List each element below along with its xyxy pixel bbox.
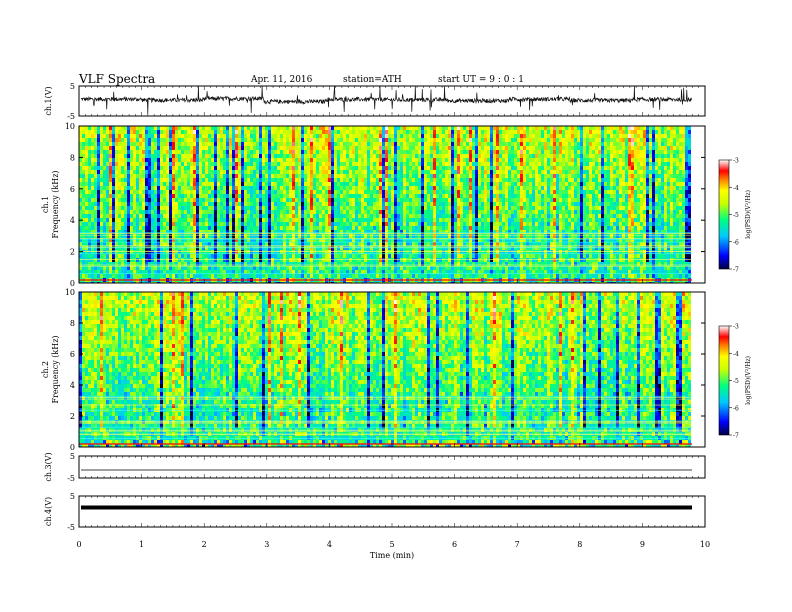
station-label: station=ATH [343,75,402,85]
colorbar-tick-label: -3 [733,158,739,165]
y-tick-label: 2 [70,412,75,421]
y-axis-label: ch.2 [41,361,50,378]
y-tick-label: -5 [67,112,75,121]
y-tick-label: 4 [70,216,75,225]
x-tick-label: 8 [577,540,582,549]
ch2-spectrogram-image [79,292,705,447]
y-tick-label: -5 [67,523,75,532]
y-tick-label: 8 [70,153,75,162]
y-axis-label: ch.1 [41,196,50,213]
y-axis-label: Frequency (kHz) [51,170,60,238]
x-tick-label: 5 [389,540,394,549]
spectrogram-blank-region [692,292,705,447]
colorbar-tick-label: -5 [733,212,739,219]
colorbar-tick-label: -4 [733,351,739,358]
x-tick-label: 9 [640,540,645,549]
y-tick-label: 10 [65,122,75,131]
ch4-waveform-frame [78,495,706,528]
x-tick-label: 0 [76,540,81,549]
chart-title: VLF Spectra [79,72,156,86]
colorbar-tick-label: -6 [733,405,739,412]
ch1-waveform-trace [80,85,693,115]
x-tick-label: 3 [264,540,269,549]
y-tick-label: 5 [70,492,75,501]
spectrogram-blank-region [692,126,705,283]
y-tick-label: 0 [70,279,75,288]
y-tick-label: 8 [70,319,75,328]
start-time-label: start UT = 9 : 0 : 1 [438,75,524,85]
colorbar-tick-label: -6 [733,239,739,246]
y-tick-label: 0 [70,443,75,452]
y-axis-label: ch.1(V) [44,86,53,115]
colorbar-label: log(PSD)(V²/Hz) [745,356,752,405]
x-tick-label: 7 [515,540,520,549]
x-tick-label: 1 [139,540,144,549]
colorbar-tick-label: -7 [733,433,739,440]
x-tick-label: 4 [327,540,332,549]
x-tick-label: 10 [700,540,710,549]
ch1-colorbar [718,159,730,270]
x-tick-label: 2 [202,540,207,549]
y-axis-label: ch.3(V) [44,452,53,481]
y-tick-label: 5 [70,452,75,461]
y-tick-label: 6 [70,185,75,194]
ch2-colorbar [718,325,730,436]
ch1-spectrogram-image [79,126,705,283]
colorbar-tick-label: -3 [733,324,739,331]
y-tick-label: 5 [70,82,75,91]
colorbar-tick-label: -5 [733,378,739,385]
x-tick-label: 6 [452,540,457,549]
colorbar-tick-label: -4 [733,185,739,192]
date-label: Apr. 11, 2016 [251,75,313,85]
y-tick-label: 4 [70,381,75,390]
colorbar-tick-label: -7 [733,267,739,274]
y-tick-label: 10 [65,288,75,297]
y-tick-label: -5 [67,474,75,483]
y-tick-label: 6 [70,350,75,359]
y-tick-label: 2 [70,248,75,257]
x-axis-label: Time (min) [370,551,414,560]
y-axis-label: Frequency (kHz) [51,335,60,403]
y-axis-label: ch.4(V) [44,497,53,526]
colorbar-label: log(PSD)(V²/Hz) [745,190,752,239]
